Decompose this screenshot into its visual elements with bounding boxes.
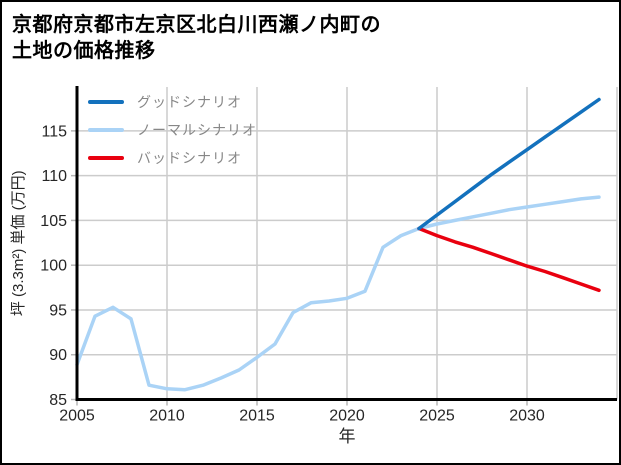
x-tick-label: 2025: [419, 408, 455, 425]
chart-title-line-2: 土地の価格推移: [12, 40, 156, 63]
legend-label-good-scenario: グッドシナリオ: [137, 94, 242, 110]
y-tick-label: 110: [41, 168, 67, 185]
legend-label-normal-scenario: ノーマルシナリオ: [137, 122, 257, 138]
x-axis-label: 年: [339, 427, 356, 446]
y-tick-label: 95: [49, 302, 67, 319]
y-tick-label: 115: [41, 123, 67, 140]
x-tick-label: 2020: [329, 408, 365, 425]
legend-swatch-normal-scenario: [88, 128, 124, 132]
y-tick-label: 105: [40, 213, 67, 230]
good-scenario-line: [417, 97, 601, 231]
y-axis-label: 坪 (3.3m²) 単価 (万円): [10, 170, 27, 316]
legend-swatch-good-scenario: [88, 100, 124, 104]
chart-title: 京都府京都市左京区北白川西瀬ノ内町の 土地の価格推移: [12, 12, 381, 65]
normal-scenario-line: [75, 195, 601, 392]
legend-label-bad-scenario: バッドシナリオ: [137, 150, 242, 166]
legend-swatch-bad-scenario: [88, 156, 124, 160]
x-tick-label: 2015: [239, 408, 275, 425]
y-tick-label: 90: [49, 347, 67, 364]
chart-legend: グッドシナリオ ノーマルシナリオ バッドシナリオ: [88, 93, 257, 167]
legend-item-bad-scenario: バッドシナリオ: [88, 149, 257, 167]
y-tick-label: 100: [40, 258, 67, 275]
x-tick-label: 2030: [509, 408, 545, 425]
y-tick-label: 85: [49, 392, 67, 409]
legend-item-normal-scenario: ノーマルシナリオ: [88, 121, 257, 139]
x-tick-label: 2005: [59, 408, 95, 425]
x-tick-label: 2010: [149, 408, 185, 425]
legend-item-good-scenario: グッドシナリオ: [88, 93, 257, 111]
bad-scenario-line: [417, 226, 601, 293]
chart-title-line-1: 京都府京都市左京区北白川西瀬ノ内町の: [12, 14, 381, 36]
